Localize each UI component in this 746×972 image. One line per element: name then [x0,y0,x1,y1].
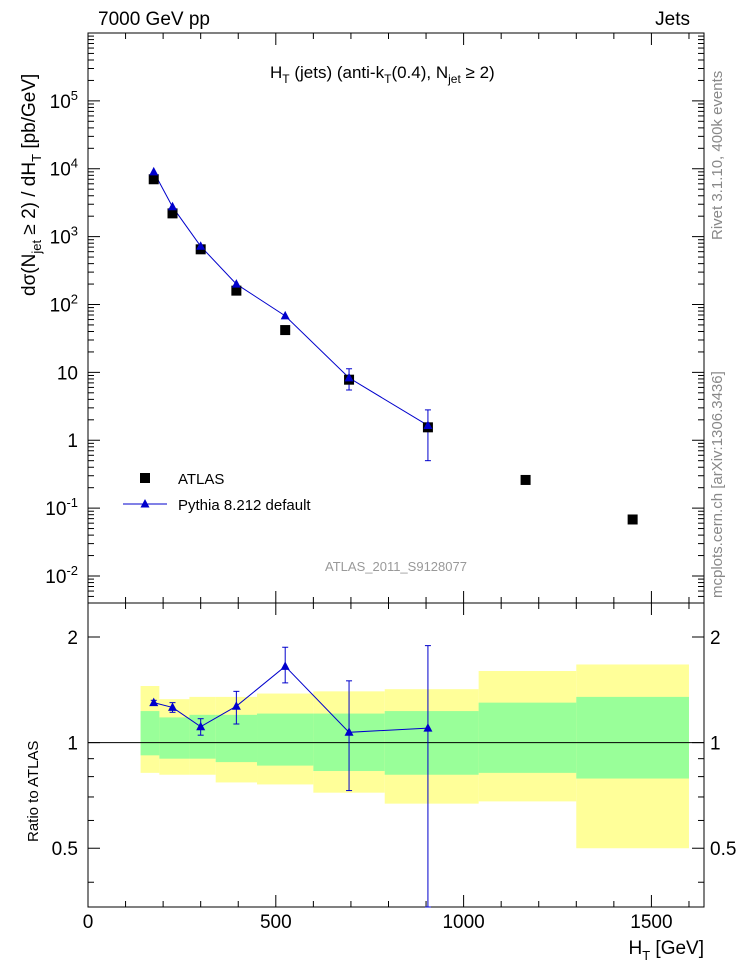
ratio-y-tick-label-right: 1 [710,734,721,755]
main-y-tick-label: 103 [50,224,78,249]
x-tick-label: 1000 [442,912,484,933]
series-lines [153,171,429,733]
ratio-mc-point [168,702,178,711]
atlas-point [280,325,291,336]
main-y-tick-label: 102 [50,291,78,316]
ratio-y-tick-label-right: 0.5 [710,839,736,860]
ratio-mc-point [423,723,433,732]
main-frame [87,32,705,604]
mc-point [149,166,159,176]
atlas-point [520,474,531,485]
band-inner-8 [576,696,689,779]
ratio-mc-point [149,697,159,707]
data-markers [148,166,638,736]
ratio-bands [140,664,689,849]
ratio-mc-point [280,661,290,670]
atlas-point [148,174,159,185]
main-y-tick-label: 1 [67,431,78,452]
mc-point [231,279,241,288]
main-y-tick-label: 105 [50,88,78,113]
legend-atlas-marker [140,473,150,483]
main-y-tick-label: 10-2 [45,563,78,588]
main-mc-line [153,171,429,426]
atlas-point [167,208,178,219]
rivet-label: Rivet 3.1.10, 400k events [709,71,726,240]
legend: ATLAS Pythia 8.212 default [123,471,311,514]
error-bars [150,368,431,908]
mc-point [196,241,206,250]
x-axis-label: HT [GeV] [628,938,704,963]
main-y-tick-label: 104 [50,156,78,181]
mcplots-label: mcplots.cern.ch [arXiv:1306.3436] [709,371,726,598]
atlas-point [231,285,242,296]
x-tick-label: 1500 [630,912,672,933]
header-left: 7000 GeV pp [98,9,210,30]
ratio-mc-point [196,721,206,731]
header-right: Jets [655,9,690,30]
mc-point [344,372,354,382]
ratio-frame [87,602,705,908]
band-inner-4 [257,713,314,766]
x-tick-label: 500 [260,912,292,933]
ratio-y-tick-label-left: 0.5 [52,839,78,860]
main-y-tick-label: 10-1 [45,495,78,520]
mc-point [168,201,178,211]
band-inner-0 [140,711,160,756]
tick-labels: 0 500 1000 1500 10-2 10-1 1 10 102 103 104 105 0.5 0.… [45,88,736,933]
legend-atlas-label: ATLAS [178,471,224,488]
x-tick-label: 0 [83,912,94,933]
ratio-ylabel: Ratio to ATLAS [25,741,42,842]
main-title: HT (jets) (anti-kT(0.4), Njet ≥ 2) [270,63,495,86]
atlas-point [627,514,638,525]
band-inner-7 [478,702,577,773]
main-y-tick-label: 10 [57,363,78,384]
ratio-y-tick-label-left: 1 [67,734,78,755]
analysis-label: ATLAS_2011_S9128077 [325,559,467,574]
ratio-y-tick-label-left: 2 [67,628,78,649]
band-inner-1 [159,717,190,759]
ratio-mc-point [231,701,241,710]
mc-point [280,310,290,320]
plot-frames [87,32,705,908]
main-ylabel: dσ(Njet ≥ 2) / dHT [pb/GeV] [19,74,44,296]
ratio-mc-point [344,727,354,736]
legend-mc-label: Pythia 8.212 default [178,497,311,514]
ratio-y-tick-label-right: 2 [710,628,721,649]
mc-point [423,420,433,429]
axis-ticks [87,33,704,907]
legend-mc-marker [140,499,150,508]
